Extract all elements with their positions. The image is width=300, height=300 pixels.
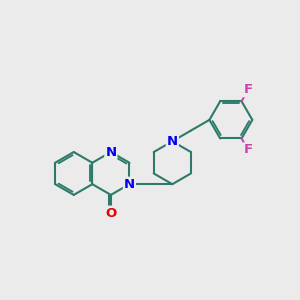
Text: O: O [105, 207, 116, 220]
Text: F: F [244, 83, 253, 96]
Text: F: F [244, 143, 253, 156]
Text: N: N [124, 178, 135, 191]
Text: N: N [167, 135, 178, 148]
Text: N: N [105, 146, 116, 158]
